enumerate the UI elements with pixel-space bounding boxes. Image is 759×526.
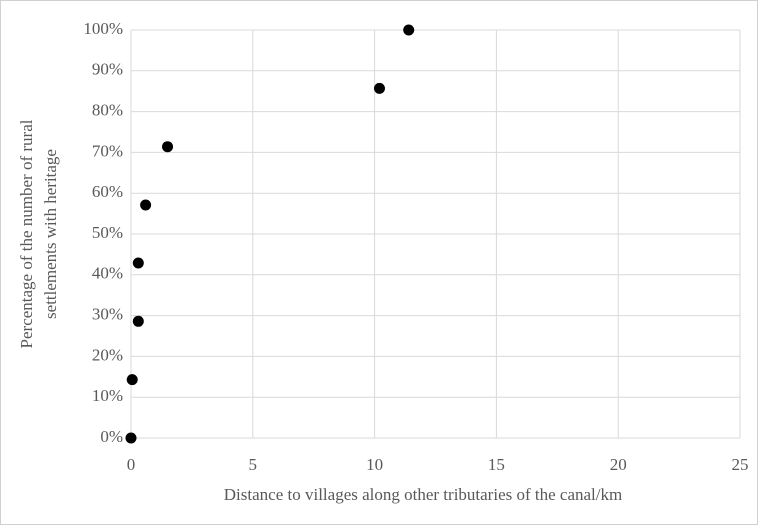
x-tick-label: 5 [249,455,258,474]
y-tick-label: 30% [92,305,123,324]
x-tick-label: 15 [488,455,505,474]
y-tick-label: 60% [92,182,123,201]
x-tick-label: 0 [127,455,136,474]
x-axis-title: Distance to villages along other tributa… [224,485,622,504]
y-tick-label: 40% [92,264,123,283]
x-tick-label: 25 [732,455,749,474]
y-tick-label: 0% [100,427,123,446]
y-tick-label: 70% [92,141,123,160]
y-axis-title: settlements with heritage [41,149,60,319]
point [132,315,144,327]
y-tick-label: 80% [92,101,123,120]
point [403,24,415,36]
y-axis-title: Percentage of the number of rural [17,119,36,348]
point [162,141,174,153]
point [373,82,385,94]
y-tick-label: 90% [92,60,123,79]
y-tick-label: 50% [92,223,123,242]
y-tick-label: 20% [92,345,123,364]
y-tick-label: 10% [92,386,123,405]
point [132,257,144,269]
x-tick-label: 20 [610,455,627,474]
point [140,199,152,211]
y-tick-label: 100% [83,19,123,38]
point [126,374,138,386]
x-tick-label: 10 [366,455,383,474]
point [125,432,137,444]
